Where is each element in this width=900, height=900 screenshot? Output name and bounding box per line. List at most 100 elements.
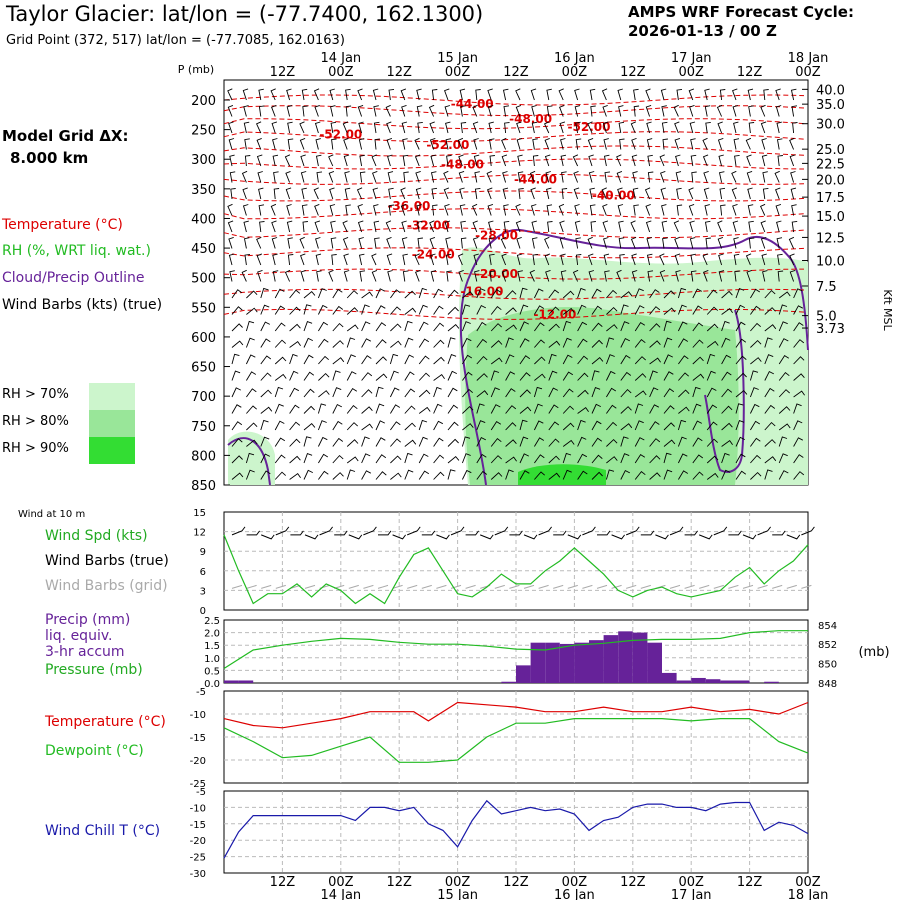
wind-barb xyxy=(792,122,798,134)
wind-barb xyxy=(616,170,623,183)
wind-barb xyxy=(645,104,652,117)
wind-barb xyxy=(735,304,745,315)
wind-barb xyxy=(418,453,429,464)
wind-barb xyxy=(517,171,524,183)
grid-wind-barb xyxy=(582,584,593,589)
wind-barb xyxy=(562,320,572,332)
wind-barb xyxy=(505,371,516,381)
wind-barb xyxy=(562,388,574,398)
wind-barb xyxy=(760,236,767,249)
wind-barb xyxy=(372,88,379,101)
wind-barb xyxy=(332,288,343,299)
true-wind-barb xyxy=(261,534,275,540)
wind-barb xyxy=(604,171,611,183)
wind-barb xyxy=(706,455,719,464)
true-wind-barb xyxy=(611,534,625,540)
precip-bar xyxy=(545,642,560,683)
wind-barb xyxy=(330,121,337,134)
wind-barb xyxy=(749,403,760,414)
dewpoint-line xyxy=(223,718,809,763)
wind-barb xyxy=(329,204,336,216)
pressure-tick-label: 854 xyxy=(818,621,837,632)
wind-barb xyxy=(562,354,573,365)
grid-wind-barb xyxy=(231,584,243,589)
wind-barb xyxy=(270,88,276,101)
wind-barb xyxy=(346,337,356,348)
true-wind-barb xyxy=(742,534,757,540)
date-label-bottom: 15 Jan xyxy=(437,888,478,900)
wind-barb xyxy=(476,453,487,464)
wind-barb xyxy=(447,387,458,398)
wind-barb xyxy=(318,390,330,398)
wind-barb xyxy=(548,455,560,464)
wind-barb xyxy=(534,471,545,480)
wind-barb xyxy=(534,305,545,315)
wind-barb xyxy=(389,387,400,398)
temp-tick-label: -15 xyxy=(190,733,206,744)
time-tick-label-bottom: 12Z xyxy=(503,875,529,890)
wind-barb xyxy=(433,322,445,332)
wind-barb xyxy=(601,88,608,101)
wind-barb xyxy=(361,453,371,464)
wind-barb xyxy=(591,454,603,464)
height-tick-label: 25.0 xyxy=(816,143,845,158)
wind-barb xyxy=(559,121,566,134)
wind-barb xyxy=(721,388,733,398)
wind-barb xyxy=(560,270,567,282)
wind-barb xyxy=(243,105,249,117)
wind-barb xyxy=(317,288,327,299)
wind-barb xyxy=(678,355,689,365)
grid-wind-barb xyxy=(640,584,651,589)
wind-barb xyxy=(462,405,474,414)
wind-barb xyxy=(444,88,450,101)
wind-barb xyxy=(620,291,633,299)
wind-barb xyxy=(735,403,744,414)
wind-barb xyxy=(390,306,401,315)
precip-bar xyxy=(676,680,692,683)
wind-barb xyxy=(272,154,279,167)
wind-barb xyxy=(460,105,466,117)
wind-barb xyxy=(562,307,575,315)
temp-contour-12 xyxy=(223,268,805,280)
chill-tick-label: -5 xyxy=(196,787,206,798)
pressure-tick-label: 852 xyxy=(818,640,837,651)
wind-barb xyxy=(534,454,545,464)
wind-barb xyxy=(273,171,279,183)
wind-barb xyxy=(475,89,481,101)
wind-barb xyxy=(764,421,776,431)
wind-barb xyxy=(271,121,278,134)
wind-barb xyxy=(645,88,651,101)
wind-barb xyxy=(487,203,494,216)
wind-barb xyxy=(346,290,359,299)
wind-barb xyxy=(229,270,235,282)
wind-barb xyxy=(562,452,572,464)
wind-barb xyxy=(676,204,683,216)
precip-tick-label: 0.5 xyxy=(204,666,220,677)
wind-barb xyxy=(746,154,752,167)
temp-contour-label-14: -16.00 xyxy=(460,284,503,298)
wind-barb xyxy=(401,220,407,233)
wind-barb xyxy=(519,406,532,414)
wind-barb xyxy=(231,387,241,398)
wind-barb xyxy=(447,421,459,431)
grid-wind-barb xyxy=(363,584,374,589)
wind-barb xyxy=(750,471,762,480)
wind-barb xyxy=(775,105,782,117)
wind-barb xyxy=(633,204,639,216)
wind-barb xyxy=(793,403,802,414)
wind-barb xyxy=(227,220,234,233)
wind-barb xyxy=(433,420,444,431)
wind-barb xyxy=(721,354,732,365)
wind-barb xyxy=(733,253,740,266)
wind-barb xyxy=(375,454,387,464)
wind-barb xyxy=(661,121,668,134)
wind-barb xyxy=(289,353,298,365)
wind-barb xyxy=(531,220,537,233)
wind-barb xyxy=(519,355,531,365)
wind-barb xyxy=(764,370,775,381)
wind-barb xyxy=(559,237,566,249)
wind-barb xyxy=(303,453,313,464)
wind-barb xyxy=(317,436,328,447)
wind-barb xyxy=(245,469,255,480)
rh90-region xyxy=(518,464,606,485)
